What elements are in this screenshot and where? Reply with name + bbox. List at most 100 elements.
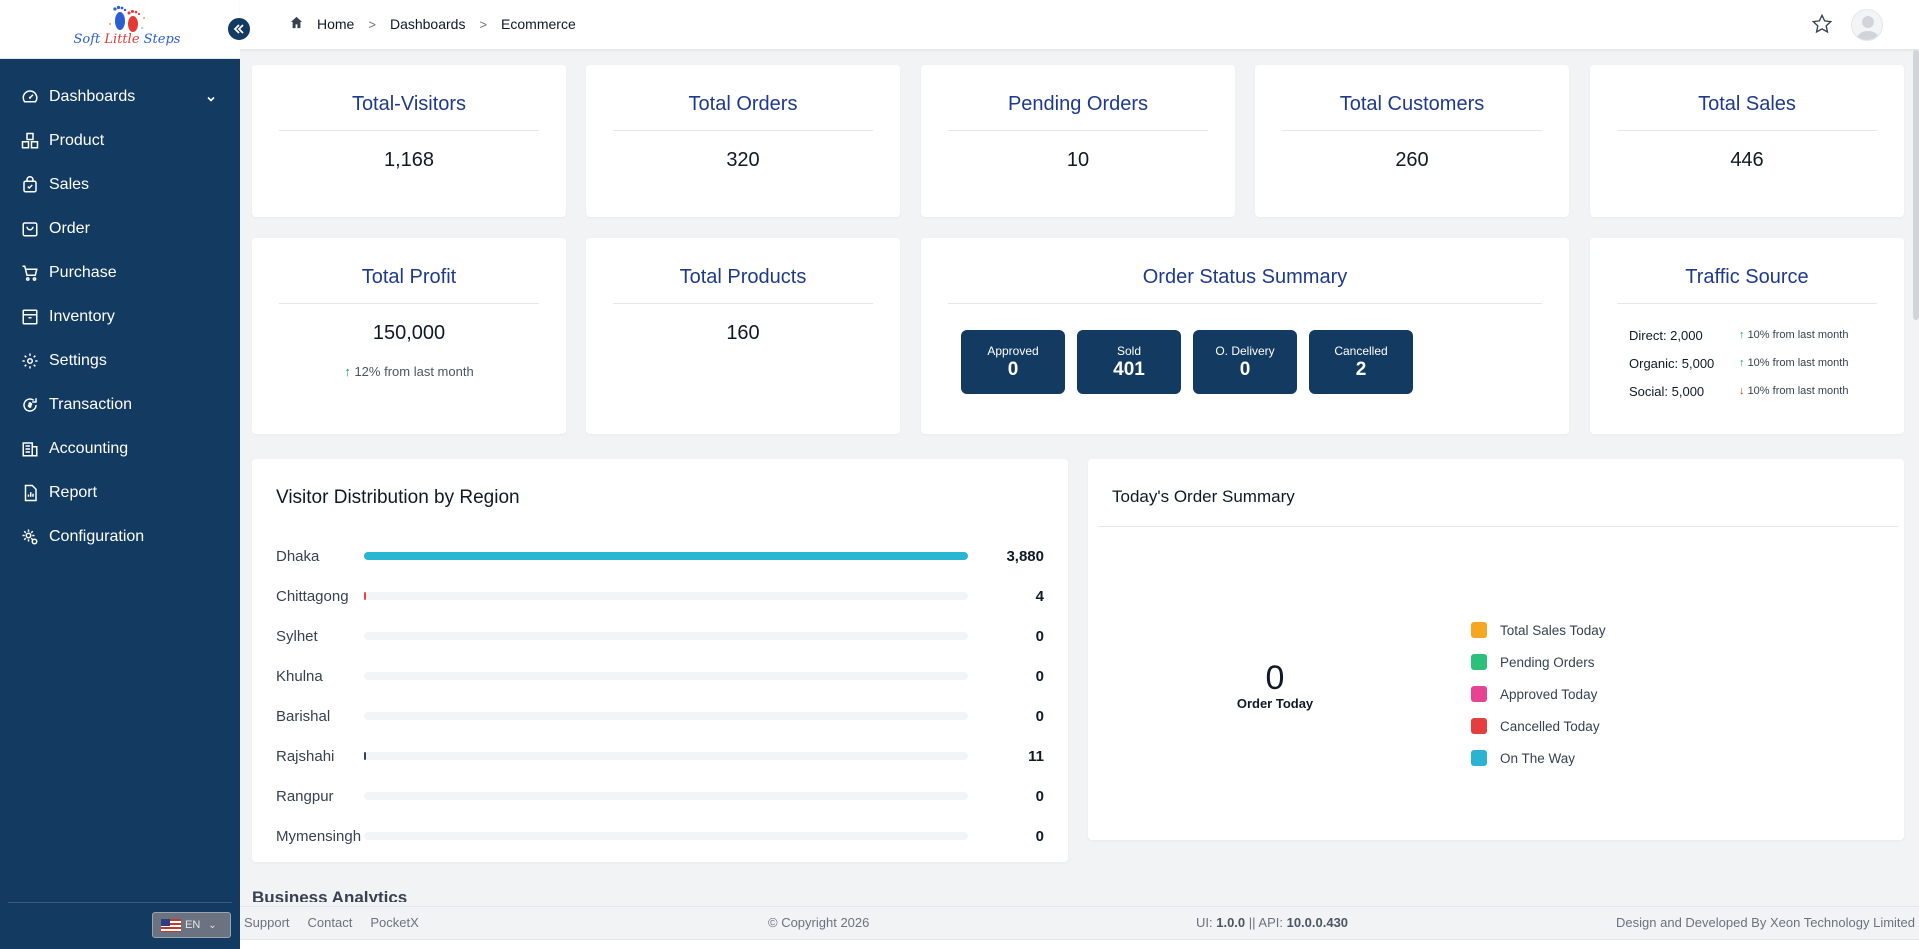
dashboard-icon: [20, 87, 40, 107]
legend-item[interactable]: Pending Orders: [1471, 646, 1606, 678]
sidebar-item-product[interactable]: Product: [0, 119, 240, 163]
status-box-approved[interactable]: Approved 0: [961, 330, 1065, 394]
sidebar-item-order[interactable]: Order: [0, 207, 240, 251]
sidebar-item-label: Report: [49, 484, 98, 501]
shopping-bag-icon: [20, 175, 40, 195]
sidebar-item-report[interactable]: Report: [0, 471, 240, 515]
home-icon[interactable]: [290, 16, 303, 32]
region-bar-fill: [364, 592, 366, 600]
gear-icon: [20, 351, 40, 371]
stat-value: 260: [1395, 149, 1429, 171]
sidebar-collapse-button[interactable]: [226, 16, 252, 42]
region-row: Sylhet 0: [276, 621, 1044, 651]
stat-card-total-customers: Total Customers 260: [1255, 65, 1569, 217]
breadcrumb-dashboards[interactable]: Dashboards: [389, 16, 466, 32]
stat-title: Pending Orders: [948, 93, 1208, 131]
archive-icon: [20, 307, 40, 327]
sidebar: Soft Little Steps Dashboards Product Sal…: [0, 0, 240, 949]
status-label: O. Delivery: [1215, 344, 1275, 358]
stat-card-total-visitors: Total-Visitors 1,168: [252, 65, 566, 217]
region-value: 0: [1035, 667, 1044, 685]
order-today-label: Order Today: [1236, 696, 1314, 711]
stat-value: 150,000: [372, 322, 446, 344]
region-bar-track: [364, 552, 968, 560]
sidebar-item-inventory[interactable]: Inventory: [0, 295, 240, 339]
region-bar-fill: [364, 552, 968, 560]
sidebar-item-purchase[interactable]: Purchase: [0, 251, 240, 295]
stat-card-total-profit: Total Profit 150,000 ↑ 12% from last mon…: [252, 238, 566, 434]
bag-icon: [20, 219, 40, 239]
traffic-change: ↓ 10% from last month: [1739, 385, 1849, 397]
breadcrumb-home[interactable]: Home: [317, 16, 355, 32]
region-row: Chittagong 4: [276, 581, 1044, 611]
chevron-right-icon: >: [368, 16, 376, 32]
region-bar-fill: [364, 752, 366, 760]
status-label: Approved: [987, 344, 1039, 358]
region-name: Rangpur: [276, 787, 334, 805]
credit-company-link[interactable]: Xeon Technology Limited: [1769, 915, 1915, 930]
sidebar-item-label: Sales: [49, 176, 90, 193]
page-scrollbar[interactable]: [1913, 50, 1919, 320]
region-bar-track: [364, 712, 968, 720]
legend-item[interactable]: Cancelled Today: [1471, 710, 1606, 742]
card-title: Today's Order Summary: [1112, 487, 1295, 506]
report-icon: [20, 483, 40, 503]
credit: Design and Developed By Xeon Technology …: [1616, 915, 1915, 930]
footer-link-support[interactable]: Support: [244, 915, 290, 930]
sidebar-item-label: Transaction: [49, 396, 132, 413]
stat-title: Total Products: [613, 266, 873, 304]
sidebar-item-dashboards[interactable]: Dashboards: [0, 75, 240, 119]
region-value: 0: [1035, 627, 1044, 645]
legend-label: Total Sales Today: [1500, 622, 1606, 638]
bottom-strip: [240, 939, 1919, 949]
traffic-row: Direct: 2,000 ↑ 10% from last month: [1629, 321, 1848, 349]
legend-item[interactable]: Total Sales Today: [1471, 614, 1606, 646]
traffic-source: Direct: 2,000: [1629, 327, 1703, 343]
footer-link-contact[interactable]: Contact: [307, 915, 353, 930]
region-name: Khulna: [276, 667, 323, 685]
legend-label: Pending Orders: [1500, 654, 1595, 670]
legend-item[interactable]: Approved Today: [1471, 678, 1606, 710]
sidebar-item-settings[interactable]: Settings: [0, 339, 240, 383]
status-box-cancelled[interactable]: Cancelled 2: [1309, 330, 1413, 394]
sidebar-item-accounting[interactable]: Accounting: [0, 427, 240, 471]
region-value: 0: [1035, 787, 1044, 805]
user-avatar[interactable]: [1851, 9, 1883, 41]
region-bar-track: [364, 632, 968, 640]
sidebar-item-label: Configuration: [49, 528, 145, 545]
region-value: 11: [1028, 747, 1044, 765]
brand-logo[interactable]: Soft Little Steps: [72, 4, 182, 56]
sidebar-item-label: Order: [49, 220, 90, 237]
status-label: Sold: [1116, 344, 1142, 358]
region-row: Dhaka 3,880: [276, 541, 1044, 571]
sidebar-item-sales[interactable]: Sales: [0, 163, 240, 207]
language-selector[interactable]: EN ⌄: [152, 912, 231, 938]
region-value: 3,880: [1006, 547, 1044, 565]
stat-title: Traffic Source: [1617, 266, 1877, 304]
status-box-on-delivery[interactable]: O. Delivery 0: [1193, 330, 1297, 394]
legend-swatch: [1471, 654, 1487, 670]
status-box-row: Approved 0 Sold 401 O. Delivery 0 Cancelled…: [961, 330, 1413, 394]
sidebar-item-configuration[interactable]: Configuration: [0, 515, 240, 559]
stat-title: Total Orders: [613, 93, 873, 131]
stat-value: 320: [726, 149, 760, 171]
stat-card-total-sales: Total Sales 446: [1590, 65, 1904, 217]
sidebar-item-transaction[interactable]: Transaction: [0, 383, 240, 427]
favorite-star-icon[interactable]: [1811, 13, 1833, 40]
traffic-change: ↑ 10% from last month: [1739, 329, 1849, 341]
breadcrumb-current: Ecommerce: [501, 16, 576, 32]
stat-title: Total Profit: [279, 266, 539, 304]
traffic-source-card: Traffic Source Direct: 2,000 ↑ 10% from …: [1590, 238, 1904, 434]
top-bar: Home > Dashboards > Ecommerce: [240, 0, 1919, 50]
region-row: Barishal 0: [276, 701, 1044, 731]
stat-card-total-products: Total Products 160: [586, 238, 900, 434]
stat-title: Total-Visitors: [279, 93, 539, 131]
boxes-icon: [20, 131, 40, 151]
legend-item[interactable]: On The Way: [1471, 742, 1606, 774]
chevron-down-icon: ⌄: [208, 919, 217, 931]
footer-link-pocketx[interactable]: PocketX: [370, 915, 419, 930]
legend-swatch: [1471, 622, 1487, 638]
status-box-sold[interactable]: Sold 401: [1077, 330, 1181, 394]
stat-value: 10: [1066, 149, 1090, 171]
sidebar-item-label: Inventory: [49, 308, 115, 325]
